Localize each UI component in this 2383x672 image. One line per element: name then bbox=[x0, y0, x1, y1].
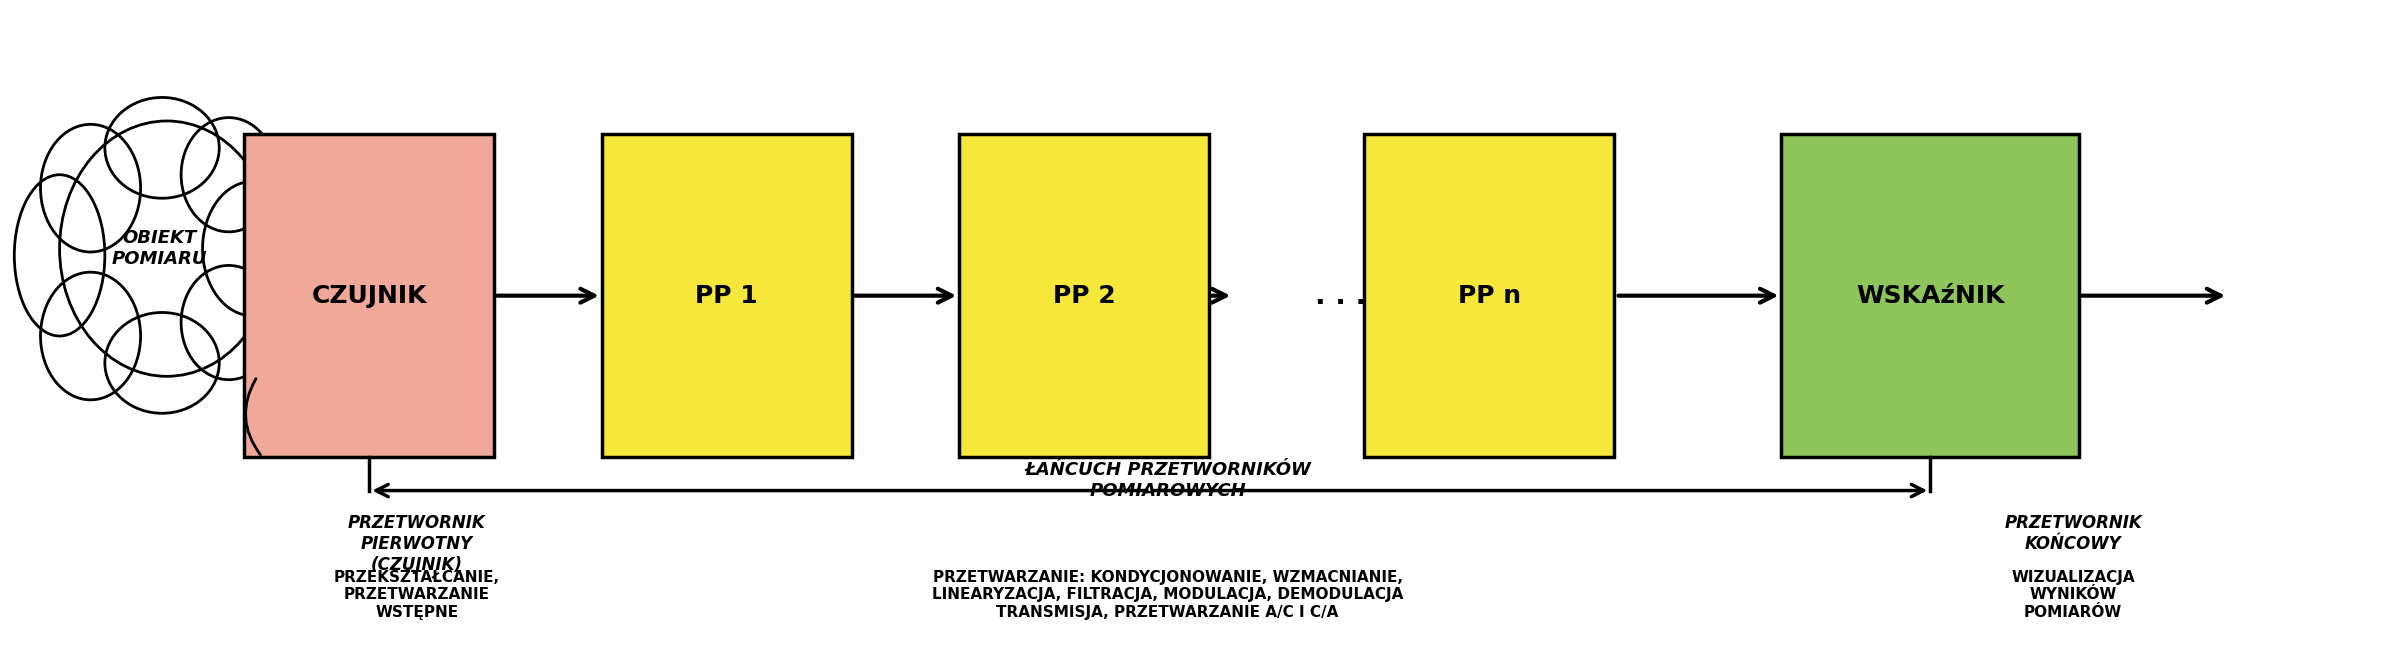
Text: WSKAźNIK: WSKAźNIK bbox=[1856, 284, 2004, 308]
Ellipse shape bbox=[105, 312, 219, 413]
Text: . . .: . . . bbox=[1315, 282, 1365, 310]
Text: PP 1: PP 1 bbox=[696, 284, 758, 308]
FancyBboxPatch shape bbox=[958, 134, 1211, 457]
Ellipse shape bbox=[41, 124, 141, 252]
Ellipse shape bbox=[41, 272, 141, 400]
Ellipse shape bbox=[105, 97, 219, 198]
Text: WIZUALIZACJA
WYNIKÓW
POMIARÓW: WIZUALIZACJA WYNIKÓW POMIARÓW bbox=[2011, 570, 2135, 620]
FancyBboxPatch shape bbox=[601, 134, 853, 457]
Text: CZUJNIK: CZUJNIK bbox=[312, 284, 427, 308]
FancyBboxPatch shape bbox=[1780, 134, 2078, 457]
Ellipse shape bbox=[181, 118, 276, 232]
FancyBboxPatch shape bbox=[245, 134, 496, 457]
Text: PRZEKSZTAŁCANIE,
PRZETWARZANIE
WSTĘPNE: PRZEKSZTAŁCANIE, PRZETWARZANIE WSTĘPNE bbox=[334, 570, 500, 620]
Text: PRZETWARZANIE: KONDYCJONOWANIE, WZMACNIANIE,
LINEARYZACJA, FILTRACJA, MODULACJA,: PRZETWARZANIE: KONDYCJONOWANIE, WZMACNIA… bbox=[932, 570, 1404, 620]
Text: PP 2: PP 2 bbox=[1053, 284, 1115, 308]
Text: ŁAŃCUCH PRZETWORNIKÓW
POMIAROWYCH: ŁAŃCUCH PRZETWORNIKÓW POMIAROWYCH bbox=[1025, 461, 1311, 500]
Text: PP n: PP n bbox=[1458, 284, 1520, 308]
FancyBboxPatch shape bbox=[1363, 134, 1616, 457]
Text: PRZETWORNIK
PIERWOTNY
(CZUJNIK): PRZETWORNIK PIERWOTNY (CZUJNIK) bbox=[348, 514, 486, 574]
Ellipse shape bbox=[203, 181, 303, 316]
Ellipse shape bbox=[60, 121, 274, 376]
Ellipse shape bbox=[181, 265, 276, 380]
Ellipse shape bbox=[14, 175, 105, 336]
Text: PRZETWORNIK
KOŃCOWY: PRZETWORNIK KOŃCOWY bbox=[2004, 514, 2142, 553]
Text: OBIEKT
POMIARU: OBIEKT POMIARU bbox=[112, 229, 207, 268]
